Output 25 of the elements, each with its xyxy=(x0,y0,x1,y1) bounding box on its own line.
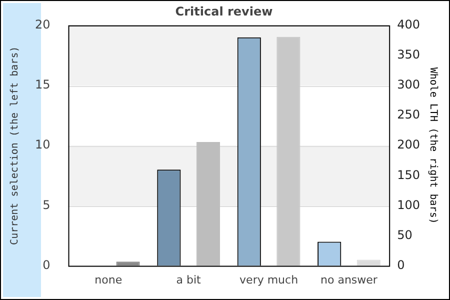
bar xyxy=(116,262,140,266)
y2-tick-label: 0 xyxy=(397,258,405,272)
y-tick-label: 0 xyxy=(42,258,50,272)
x-tick-label: none xyxy=(94,273,122,286)
y2-tick-label: 400 xyxy=(397,18,420,32)
bar xyxy=(196,142,220,266)
y2-tick-label: 50 xyxy=(397,228,412,242)
y2-tick-label: 200 xyxy=(397,138,420,152)
y2-tick-label: 300 xyxy=(397,78,420,92)
y2-tick-label: 100 xyxy=(397,198,420,212)
y-axis-title: Current selection (the left bars) xyxy=(10,46,21,245)
y-tick-label: 15 xyxy=(34,78,50,92)
bar xyxy=(356,260,380,266)
y-tick-label: 10 xyxy=(34,138,50,152)
x-tick-label: a bit xyxy=(176,273,202,286)
y-tick-label: 20 xyxy=(34,18,50,32)
y2-tick-label: 150 xyxy=(397,168,420,182)
y2-axis-title: Whole LTH (the right bars) xyxy=(427,67,438,224)
x-tick-label: no answer xyxy=(320,273,378,286)
y2-tick-label: 250 xyxy=(397,108,420,122)
chart-title: Critical review xyxy=(175,4,273,18)
x-tick-label: very much xyxy=(240,273,298,286)
y-tick-label: 5 xyxy=(42,198,50,212)
y2-tick-label: 350 xyxy=(397,48,420,62)
bar xyxy=(276,36,300,266)
